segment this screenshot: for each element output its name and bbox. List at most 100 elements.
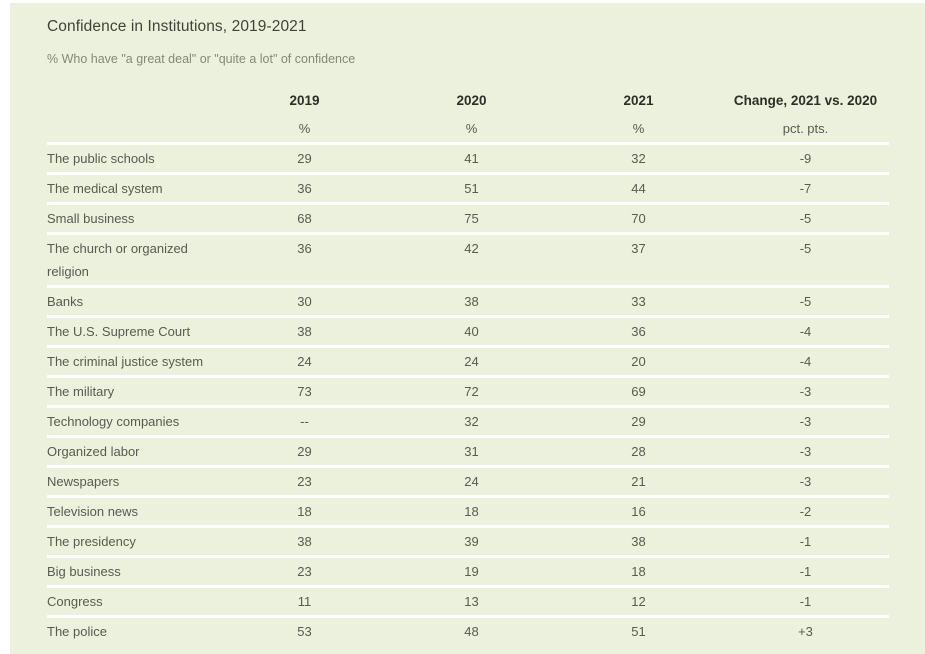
- change-cell: -5: [799, 294, 812, 309]
- change-cell: -3: [799, 414, 812, 429]
- value-cell-2019: 36: [297, 181, 312, 196]
- value-cell-2019: 11: [297, 594, 312, 609]
- table-row: The U.S. Supreme Court 38 40 36 -4: [47, 315, 889, 345]
- value-cell-2020: 38: [464, 294, 479, 309]
- change-cell: -9: [799, 151, 812, 166]
- subheader-pct-2019: %: [298, 120, 311, 136]
- value-cell-2020: 72: [464, 384, 479, 399]
- table-row: The police 53 48 51 +3: [47, 615, 889, 645]
- value-cell-2020: 40: [464, 324, 479, 339]
- institution-cell: Small business: [47, 211, 135, 226]
- change-cell: -2: [799, 504, 812, 519]
- table-header-row: 2019 2020 2021 Change, 2021 vs. 2020: [47, 86, 889, 114]
- column-header-2020: 2020: [456, 92, 487, 108]
- value-cell-2019: 36: [297, 241, 312, 256]
- table-row: The public schools 29 41 32 -9: [47, 142, 889, 172]
- value-cell-2021: 70: [631, 211, 646, 226]
- table-row: Organized labor 29 31 28 -3: [47, 435, 889, 465]
- change-cell: -3: [799, 384, 812, 399]
- value-cell-2021: 16: [631, 504, 646, 519]
- value-cell-2021: 44: [631, 181, 646, 196]
- change-cell: -5: [799, 211, 812, 226]
- institution-cell: The military: [47, 384, 115, 399]
- value-cell-2020: 32: [464, 414, 479, 429]
- table-row: Small business 68 75 70 -5: [47, 202, 889, 232]
- column-header-change: Change, 2021 vs. 2020: [733, 92, 878, 108]
- change-cell: -1: [799, 534, 812, 549]
- value-cell-2019: 68: [297, 211, 312, 226]
- value-cell-2020: 75: [464, 211, 479, 226]
- value-cell-2019: 23: [297, 474, 312, 489]
- value-cell-2020: 24: [464, 354, 479, 369]
- change-cell: -1: [799, 564, 812, 579]
- value-cell-2021: 12: [631, 594, 646, 609]
- institution-cell: The church or organized religion: [47, 241, 188, 279]
- value-cell-2020: 24: [464, 474, 479, 489]
- table-row: The medical system 36 51 44 -7: [47, 172, 889, 202]
- table-row: The church or organized religion 36 42 3…: [47, 232, 889, 285]
- institution-cell: Organized labor: [47, 444, 140, 459]
- change-cell: -1: [799, 594, 812, 609]
- value-cell-2021: 29: [631, 414, 646, 429]
- value-cell-2020: 51: [464, 181, 479, 196]
- value-cell-2019: 18: [297, 504, 312, 519]
- value-cell-2021: 20: [631, 354, 646, 369]
- value-cell-2020: 39: [464, 534, 479, 549]
- table-row: Congress 11 13 12 -1: [47, 585, 889, 615]
- value-cell-2021: 69: [631, 384, 646, 399]
- change-cell: -3: [799, 444, 812, 459]
- change-cell: -4: [799, 324, 812, 339]
- table-row: Technology companies -- 32 29 -3: [47, 405, 889, 435]
- value-cell-2020: 48: [464, 624, 479, 639]
- table-row: The presidency 38 39 38 -1: [47, 525, 889, 555]
- value-cell-2019: 53: [297, 624, 312, 639]
- table-row: Big business 23 19 18 -1: [47, 555, 889, 585]
- value-cell-2019: 73: [297, 384, 312, 399]
- value-cell-2019: --: [300, 414, 309, 429]
- value-cell-2021: 32: [631, 151, 646, 166]
- change-cell: +3: [798, 624, 813, 639]
- value-cell-2019: 38: [297, 324, 312, 339]
- value-cell-2021: 33: [631, 294, 646, 309]
- column-header-2021: 2021: [623, 92, 654, 108]
- change-cell: -3: [799, 474, 812, 489]
- table-row: The criminal justice system 24 24 20 -4: [47, 345, 889, 375]
- table-row: Banks 30 38 33 -5: [47, 285, 889, 315]
- change-cell: -7: [799, 181, 812, 196]
- institution-cell: Television news: [47, 504, 139, 519]
- value-cell-2020: 42: [464, 241, 479, 256]
- change-cell: -4: [799, 354, 812, 369]
- institution-cell: Congress: [47, 594, 103, 609]
- institution-cell: The public schools: [47, 151, 155, 166]
- confidence-table: 2019 2020 2021 Change, 2021 vs. 2020 % %…: [47, 86, 889, 645]
- value-cell-2020: 13: [464, 594, 479, 609]
- table-row: Television news 18 18 16 -2: [47, 495, 889, 525]
- value-cell-2019: 29: [297, 151, 312, 166]
- page-subtitle: % Who have "a great deal" or "quite a lo…: [47, 52, 356, 66]
- institution-cell: The U.S. Supreme Court: [47, 324, 191, 339]
- value-cell-2020: 19: [464, 564, 479, 579]
- value-cell-2021: 18: [631, 564, 646, 579]
- value-cell-2019: 38: [297, 534, 312, 549]
- column-header-2019: 2019: [289, 92, 320, 108]
- table-body: The public schools 29 41 32 -9 The medic…: [47, 142, 889, 645]
- institution-cell: Big business: [47, 564, 121, 579]
- value-cell-2021: 21: [631, 474, 646, 489]
- value-cell-2019: 23: [297, 564, 312, 579]
- value-cell-2020: 41: [464, 151, 479, 166]
- institution-cell: The police: [47, 624, 107, 639]
- table-subheader-row: % % % pct. pts.: [47, 114, 889, 142]
- value-cell-2021: 37: [631, 241, 646, 256]
- value-cell-2021: 51: [631, 624, 646, 639]
- change-cell: -5: [799, 241, 812, 256]
- institution-cell: The presidency: [47, 534, 136, 549]
- page-title: Confidence in Institutions, 2019-2021: [47, 18, 307, 35]
- institution-cell: The medical system: [47, 181, 163, 196]
- subheader-pct-2021: %: [632, 120, 645, 136]
- value-cell-2021: 28: [631, 444, 646, 459]
- value-cell-2019: 30: [297, 294, 312, 309]
- table-row: Newspapers 23 24 21 -3: [47, 465, 889, 495]
- value-cell-2020: 18: [464, 504, 479, 519]
- value-cell-2020: 31: [464, 444, 479, 459]
